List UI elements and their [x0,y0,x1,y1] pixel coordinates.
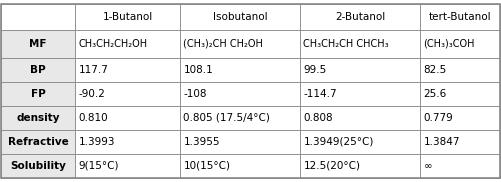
Bar [1,58,76,82]
Text: 0.808: 0.808 [304,113,333,123]
Bar [76,154,180,178]
Text: CH₃CH₂CH CHCH₃: CH₃CH₂CH CHCH₃ [304,39,389,49]
Text: FP: FP [31,89,46,99]
Text: -114.7: -114.7 [304,89,337,99]
Bar [1,4,76,30]
Text: 0.779: 0.779 [423,113,453,123]
Bar [420,30,500,58]
Text: -108: -108 [183,89,207,99]
Bar [301,130,420,154]
Text: 0.810: 0.810 [79,113,108,123]
Text: 82.5: 82.5 [423,65,447,75]
Bar [180,58,301,82]
Text: tert-Butanol: tert-Butanol [429,12,492,22]
Text: 108.1: 108.1 [183,65,213,75]
Text: 99.5: 99.5 [304,65,327,75]
Text: Refractive: Refractive [8,137,68,147]
Text: 1.3949(25°C): 1.3949(25°C) [304,137,374,147]
Text: (CH₃)₂CH CH₂OH: (CH₃)₂CH CH₂OH [183,39,264,49]
Bar [76,58,180,82]
Bar [301,4,420,30]
Bar [420,82,500,106]
Text: 1.3955: 1.3955 [183,137,220,147]
Bar [1,30,76,58]
Bar [420,106,500,130]
Text: 2-Butanol: 2-Butanol [335,12,386,22]
Bar [301,30,420,58]
Bar [420,4,500,30]
Bar [76,106,180,130]
Bar [420,130,500,154]
Text: (CH₃)₃COH: (CH₃)₃COH [423,39,475,49]
Text: 117.7: 117.7 [79,65,108,75]
Bar [1,82,76,106]
Bar [420,154,500,178]
Bar [301,154,420,178]
Text: MF: MF [29,39,47,49]
Bar [1,106,76,130]
Text: CH₃CH₂CH₂OH: CH₃CH₂CH₂OH [79,39,148,49]
Text: -90.2: -90.2 [79,89,105,99]
Text: 25.6: 25.6 [423,89,447,99]
Bar [76,130,180,154]
Bar [180,130,301,154]
Bar [76,30,180,58]
Bar [76,82,180,106]
Text: 9(15°C): 9(15°C) [79,161,119,171]
Bar [301,82,420,106]
Bar [301,106,420,130]
Bar [420,58,500,82]
Text: 1-Butanol: 1-Butanol [103,12,153,22]
Bar [1,130,76,154]
Text: BP: BP [30,65,46,75]
Text: Solubility: Solubility [10,161,66,171]
Bar [180,4,301,30]
Text: 12.5(20°C): 12.5(20°C) [304,161,361,171]
Text: 1.3847: 1.3847 [423,137,460,147]
Bar [180,154,301,178]
Bar [180,82,301,106]
Text: Isobutanol: Isobutanol [213,12,268,22]
Bar [301,58,420,82]
Text: 1.3993: 1.3993 [79,137,115,147]
Text: ∞: ∞ [423,161,432,171]
Text: 0.805 (17.5/4°C): 0.805 (17.5/4°C) [183,113,271,123]
Text: density: density [16,113,60,123]
Bar [1,154,76,178]
Text: 10(15°C): 10(15°C) [183,161,230,171]
Bar [76,4,180,30]
Bar [180,30,301,58]
Bar [180,106,301,130]
